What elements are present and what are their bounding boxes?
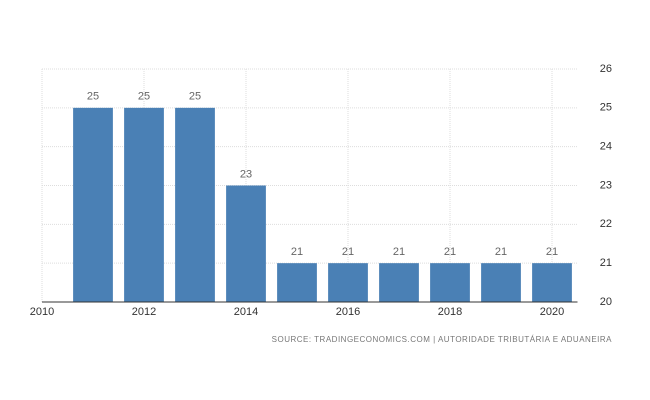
bar xyxy=(379,263,419,302)
bar xyxy=(481,263,521,302)
bar xyxy=(175,107,215,302)
x-tick-label: 2010 xyxy=(30,306,54,318)
x-tick-label: 2020 xyxy=(540,306,564,318)
value-label: 25 xyxy=(87,91,99,103)
value-label: 21 xyxy=(291,246,303,258)
value-label: 21 xyxy=(546,246,558,258)
bar xyxy=(328,263,368,302)
y-tick-label: 23 xyxy=(600,179,612,191)
value-label: 23 xyxy=(240,168,252,180)
bar xyxy=(124,107,164,302)
value-label: 21 xyxy=(393,246,405,258)
bar xyxy=(73,107,113,302)
bar xyxy=(226,185,266,302)
value-label: 21 xyxy=(342,246,354,258)
y-tick-label: 20 xyxy=(600,296,612,308)
y-tick-label: 21 xyxy=(600,257,612,269)
value-label: 21 xyxy=(495,246,507,258)
bar xyxy=(277,263,317,302)
value-label: 25 xyxy=(189,91,201,103)
x-tick-label: 2014 xyxy=(234,306,258,318)
value-label: 21 xyxy=(444,246,456,258)
y-tick-label: 26 xyxy=(600,63,612,75)
y-tick-label: 24 xyxy=(600,141,612,153)
y-tick-label: 25 xyxy=(600,102,612,114)
x-tick-label: 2012 xyxy=(132,306,156,318)
source: SOURCE: TRADINGECONOMICS.COM | AUTORIDAD… xyxy=(272,335,613,344)
y-tick-label: 22 xyxy=(600,218,612,230)
x-tick-label: 2016 xyxy=(336,306,360,318)
bar xyxy=(430,263,470,302)
value-label: 25 xyxy=(138,91,150,103)
x-tick-label: 2018 xyxy=(438,306,462,318)
bar xyxy=(532,263,572,302)
